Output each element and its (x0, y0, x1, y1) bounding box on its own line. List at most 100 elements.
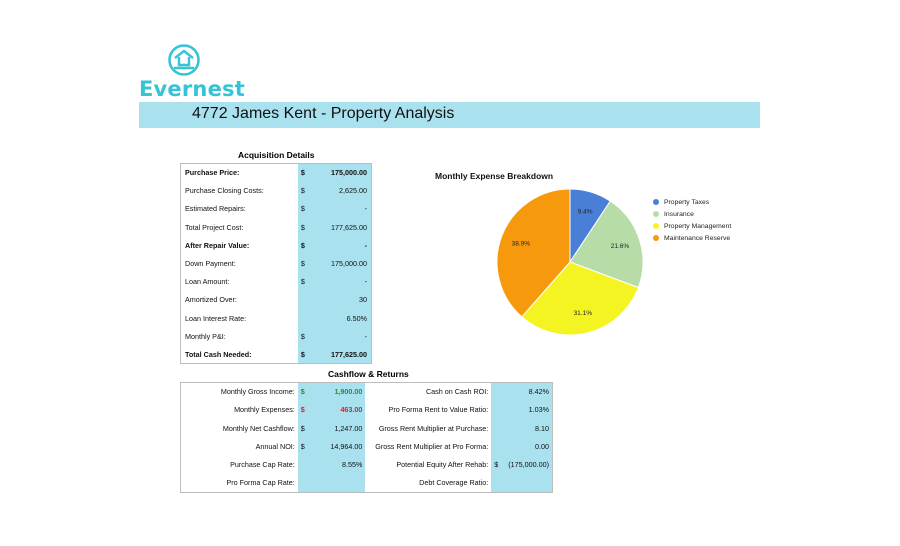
chart-legend: Property Taxes Insurance Property Manageme… (653, 196, 731, 244)
row-currency: $ (297, 218, 318, 237)
legend-item: Property Taxes (653, 196, 731, 208)
return-value: 1.03% (505, 400, 553, 420)
cashflow-value: 1,247.00 (311, 419, 366, 438)
row-label: After Repair Value: (185, 240, 250, 250)
row-label: Down Payment: (185, 259, 236, 269)
cashflow-currency: $ (297, 382, 312, 401)
row-label: Loan Interest Rate: (185, 313, 247, 323)
slice-label: 31.1% (574, 310, 593, 317)
return-label: Cash on Cash ROI: (425, 387, 489, 397)
legend-label: Property Management (664, 222, 732, 230)
cashflow-currency: $ (297, 419, 312, 438)
cashflow-label: Monthly Expenses: (234, 405, 295, 415)
row-value: 177,625.00 (317, 345, 372, 364)
cashflow-label: Annual NOI: (255, 442, 295, 452)
cashflow-currency (297, 473, 312, 493)
row-label: Monthly P&I: (185, 331, 226, 341)
return-label: Gross Rent Multiplier at Pro Forma: (375, 442, 489, 452)
acquisition-row: After Repair Value: $ - (181, 236, 372, 255)
slice-label: 9.4% (578, 209, 593, 216)
return-value: 8.42% (505, 382, 553, 401)
row-value: 2,625.00 (317, 181, 372, 200)
return-value: 0.00 (505, 437, 553, 456)
acquisition-row: Purchase Price: $175,000.00 (181, 163, 372, 182)
row-currency: $ (297, 199, 318, 219)
legend-item: Insurance (653, 208, 731, 220)
pie-slice-property-management (521, 261, 640, 336)
acquisition-table: Purchase Price: $175,000.00 Purchase Closi… (180, 163, 372, 365)
row-currency: $ (297, 345, 318, 364)
cashflow-row: Purchase Cap Rate: 8.55% Potential Equity … (181, 455, 553, 474)
cashflow-label: Monthly Net Cashflow: (222, 423, 295, 433)
pie-chart: 9.4% 21.6% 31.1% 38.9% (496, 188, 644, 336)
cashflow-label: Purchase Cap Rate: (230, 460, 295, 470)
return-currency (491, 473, 506, 493)
cashflow-currency (297, 455, 312, 474)
acquisition-row: Amortized Over: 30 (181, 290, 372, 309)
house-logo-icon (168, 44, 200, 76)
row-value: 6.50% (317, 309, 372, 328)
cashflow-table: Monthly Gross Income: $1,900.00 Cash on Ca… (180, 382, 553, 493)
cashflow-row: Monthly Net Cashflow: $1,247.00 Gross Rent… (181, 419, 553, 438)
return-label: Pro Forma Rent to Value Ratio: (388, 405, 489, 415)
row-currency: $ (297, 236, 318, 255)
row-value: - (317, 272, 372, 291)
row-currency: $ (297, 327, 318, 346)
row-label: Purchase Closing Costs: (185, 186, 264, 196)
cashflow-currency: $ (297, 437, 312, 456)
return-currency: $ (491, 455, 506, 474)
slice-label: 38.9% (512, 240, 531, 247)
return-value: 8.10 (505, 419, 553, 438)
row-currency (297, 290, 318, 309)
cashflow-row: Annual NOI: $14,964.00 Gross Rent Multipli… (181, 437, 553, 456)
row-value: 175,000.00 (317, 254, 372, 273)
return-label: Potential Equity After Rehab: (396, 460, 489, 470)
legend-label: Property Taxes (664, 198, 710, 206)
cashflow-label: Monthly Gross Income: (220, 387, 295, 397)
brand-name: Evernest (139, 77, 245, 101)
cashflow-value (311, 473, 366, 493)
pie-slice-insurance (569, 200, 644, 289)
acquisition-row: Monthly P&I: $ - (181, 327, 372, 346)
legend-swatch (653, 199, 659, 205)
row-value: - (317, 327, 372, 346)
cashflow-value: 14,964.00 (311, 437, 366, 456)
cashflow-value: 1,900.00 (311, 382, 366, 401)
page-title: 4772 James Kent - Property Analysis (192, 105, 455, 122)
row-value: 177,625.00 (317, 218, 372, 237)
cashflow-row: Monthly Gross Income: $1,900.00 Cash on Ca… (181, 382, 553, 401)
legend-swatch (653, 235, 659, 241)
acquisition-row: Loan Interest Rate: 6.50% (181, 309, 372, 328)
acquisition-row: Down Payment: $175,000.00 (181, 254, 372, 273)
row-currency (297, 309, 318, 328)
pie-slice-maintenance-reserve (496, 188, 571, 318)
legend-label: Insurance (664, 210, 694, 218)
row-value: - (317, 236, 372, 255)
row-currency: $ (297, 181, 318, 200)
acquisition-row: Estimated Repairs: $ - (181, 199, 372, 219)
row-currency: $ (297, 254, 318, 273)
row-label: Purchase Price: (185, 168, 240, 178)
row-label: Total Project Cost: (185, 222, 244, 232)
row-label: Amortized Over: (185, 295, 237, 305)
expense-chart: Monthly Expense Breakdown 9.4% 21.6% 31.1%… (420, 165, 750, 340)
row-value: 175,000.00 (317, 163, 372, 182)
acquisition-row: Purchase Closing Costs: $2,625.00 (181, 181, 372, 200)
cashflow-label: Pro Forma Cap Rate: (226, 478, 295, 488)
return-label: Debt Coverage Ratio: (419, 478, 489, 488)
acquisition-row: Total Project Cost: $177,625.00 (181, 218, 372, 237)
row-label: Total Cash Needed: (185, 349, 252, 359)
return-currency (491, 400, 506, 420)
cashflow-currency: $ (297, 400, 312, 420)
row-currency: $ (297, 272, 318, 291)
return-value: (175,000.00) (505, 455, 553, 474)
cashflow-value: 8.55% (311, 455, 366, 474)
legend-swatch (653, 211, 659, 217)
row-currency: $ (297, 163, 318, 182)
acquisition-row: Total Cash Needed: $177,625.00 (181, 345, 372, 364)
row-value: 30 (317, 290, 372, 309)
cashflow-value: 463.00 (311, 400, 366, 420)
row-label: Estimated Repairs: (185, 204, 246, 214)
legend-swatch (653, 223, 659, 229)
row-value: - (317, 199, 372, 219)
